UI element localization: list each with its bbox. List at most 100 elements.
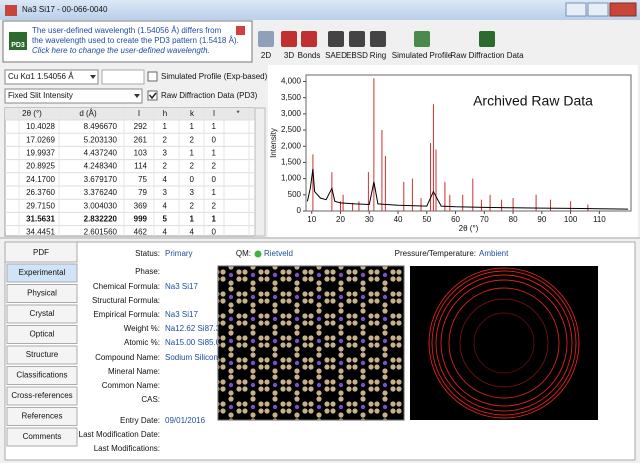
tab-label: Physical <box>27 289 57 298</box>
y-tick-label: 2,000 <box>281 141 302 150</box>
toolbar-label: Bonds <box>298 51 321 60</box>
toolbar-label: Raw Diffraction Data <box>450 51 524 60</box>
table-cell: 24.1700 <box>26 175 55 184</box>
tab[interactable] <box>6 366 78 385</box>
tab[interactable] <box>6 325 78 344</box>
wavelength-select[interactable] <box>4 69 99 85</box>
text-input[interactable] <box>101 69 145 85</box>
toolbar-icon[interactable] <box>281 31 297 47</box>
x-tick-label: 100 <box>564 215 578 224</box>
checkbox-label: Simulated Profile (Exp-based) <box>161 72 268 81</box>
scrollbar[interactable] <box>254 107 266 237</box>
raw-trace <box>306 168 629 210</box>
intensity-select[interactable] <box>4 88 143 104</box>
tab[interactable] <box>6 386 78 406</box>
tab[interactable] <box>6 407 78 426</box>
window-title: Na3 Si17 - 00-066-0040 <box>22 5 108 14</box>
tab[interactable] <box>6 427 78 447</box>
table-cell: 17.0269 <box>26 135 55 144</box>
field-list: Phase: Chemical Formula: Na3 Si17 Structura… <box>79 267 226 453</box>
column-header: k <box>190 109 195 118</box>
tab-label: Optical <box>30 330 55 339</box>
wavelength-value: Cu Kα1 1.54056 Å <box>8 72 74 81</box>
column-header: h <box>163 109 167 118</box>
table-cell: 114 <box>134 162 147 171</box>
pd3-icon <box>9 32 27 50</box>
table-cell: 1 <box>190 215 195 224</box>
field-label: Empirical Formula: <box>93 310 160 319</box>
field-label: Last Modification Date: <box>79 430 160 439</box>
toolbar-icon[interactable] <box>328 31 344 47</box>
tooltip-link[interactable]: Click here to change the user-defined wa… <box>32 46 210 55</box>
x-tick-label: 40 <box>394 215 403 224</box>
x-tick-label: 10 <box>307 215 316 224</box>
y-tick-label: 500 <box>288 190 302 199</box>
table-cell: 29.7150 <box>26 201 55 210</box>
x-tick-label: 70 <box>480 215 489 224</box>
table-cell: 31.5631 <box>26 215 55 224</box>
tab-label: Classifications <box>16 371 67 380</box>
tab[interactable] <box>6 263 78 283</box>
field-label: Common Name: <box>102 381 160 390</box>
y-tick-label: 1,000 <box>281 174 302 183</box>
intensity-value: Fixed Slit Intensity <box>8 91 73 100</box>
table-cell: 3 <box>163 188 168 197</box>
y-tick-label: 0 <box>297 206 302 215</box>
x-tick-label: 50 <box>422 215 431 224</box>
field-value: Na12.62 Si87.38 <box>165 324 225 333</box>
table-cell: 4.248340 <box>84 162 118 171</box>
checkbox-checked[interactable] <box>147 90 158 101</box>
field-value: 09/01/2016 <box>165 416 206 425</box>
toolbar-icon[interactable] <box>479 31 495 47</box>
table-cell: 2.601560 <box>84 228 118 237</box>
toolbar-icon[interactable] <box>349 31 365 47</box>
toolbar-icon[interactable] <box>370 31 386 47</box>
field-label: Status: <box>135 249 160 258</box>
table-cell: 3.004030 <box>84 201 118 210</box>
tooltip-text: The user-defined wavelength (1.54056 Å) … <box>32 26 222 35</box>
checkbox[interactable] <box>147 71 158 82</box>
y-tick-label: 1,500 <box>281 158 302 167</box>
y-tick-label: 4,000 <box>281 77 302 86</box>
field-label: QM: <box>236 249 251 258</box>
check-mark <box>148 92 157 100</box>
field-label: Mineral Name: <box>108 367 160 376</box>
tab[interactable] <box>6 345 78 365</box>
tooltip-text: the wavelength used to create the PD3 pa… <box>32 36 239 45</box>
table-cell: 103 <box>134 149 148 158</box>
tab[interactable] <box>6 284 78 303</box>
x-tick-label: 110 <box>593 215 606 224</box>
field-value: Na3 Si17 <box>165 282 198 291</box>
table-cell: 0 <box>212 175 217 184</box>
field-label: Phase: <box>135 267 160 276</box>
x-tick-label: 90 <box>537 215 546 224</box>
pdf-tab[interactable] <box>4 241 78 263</box>
table-cell: 2 <box>190 201 195 210</box>
qm-indicator <box>254 250 262 258</box>
field-label: Structural Formula: <box>92 296 160 305</box>
table-cell: 3.376240 <box>84 188 118 197</box>
toolbar-label: Simulated Profile <box>392 51 453 60</box>
toolbar-label: 3D <box>284 51 294 60</box>
toolbar-label: EBSD <box>346 51 368 60</box>
toolbar: 2D 3D Bonds SAED EBSD Ring Simulated ProfileRa… <box>258 31 524 60</box>
column-header: l <box>213 109 215 118</box>
tab-label: Structure <box>26 350 59 359</box>
toolbar-icon[interactable] <box>258 31 274 47</box>
table-cell: 1 <box>190 149 195 158</box>
table-cell: 1 <box>212 188 217 197</box>
tooltip[interactable]: PD3 The user-defined wavelength (1.54056… <box>2 20 253 63</box>
table-cell: 0 <box>212 135 217 144</box>
toolbar-icon[interactable] <box>301 31 317 47</box>
toolbar-icon[interactable] <box>414 31 430 47</box>
window-controls[interactable] <box>565 2 637 17</box>
y-tick-label: 3,000 <box>281 109 302 118</box>
table-cell: 1 <box>212 122 217 131</box>
table-cell: 19.9937 <box>26 149 55 158</box>
close-icon[interactable] <box>236 26 245 35</box>
tab[interactable] <box>6 304 78 324</box>
tab-list: Experimental Physical Crystal Optical Struct… <box>6 263 78 447</box>
